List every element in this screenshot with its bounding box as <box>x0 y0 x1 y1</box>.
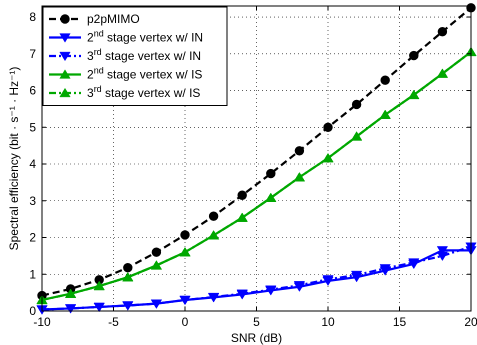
y-axis-label: Spectral efficiency (bit · s⁻¹ · Hz⁻¹) <box>7 67 21 251</box>
x-tick-label: 15 <box>393 315 407 329</box>
legend-entry: 2nd stage vertex w/ IS <box>49 66 202 82</box>
data-point <box>350 131 363 141</box>
y-tick-label: 5 <box>29 120 36 134</box>
y-tick-label: 0 <box>29 304 36 318</box>
data-point <box>150 299 163 309</box>
data-point <box>180 230 190 240</box>
y-tick-label: 2 <box>29 231 36 245</box>
series-5 <box>36 46 477 305</box>
data-point <box>380 75 390 85</box>
legend-label: p2pMIMO <box>87 12 140 26</box>
data-point <box>265 192 277 202</box>
data-point <box>436 251 449 262</box>
y-tick-label: 6 <box>29 84 36 98</box>
x-tick-label: -10 <box>33 315 51 329</box>
data-point <box>322 152 334 163</box>
data-point <box>379 109 391 119</box>
legend-entry: 3rd stage vertex w/ IS <box>49 84 200 100</box>
series-3 <box>36 242 477 315</box>
y-tick-label: 4 <box>29 157 36 171</box>
data-point <box>408 258 420 268</box>
data-point <box>207 230 220 240</box>
y-tick-label: 8 <box>29 10 36 24</box>
legend-entry: 2nd stage vertex w/ IN <box>49 29 203 45</box>
data-point <box>265 285 277 295</box>
data-point <box>93 302 105 313</box>
x-tick-label: 0 <box>182 315 189 329</box>
data-point <box>436 68 449 78</box>
data-point <box>293 172 306 182</box>
x-tick-label: 10 <box>321 315 335 329</box>
legend-label: 3rd stage vertex w/ IS <box>87 84 200 100</box>
series-line <box>41 245 472 311</box>
data-point <box>294 146 305 156</box>
data-point <box>207 292 220 303</box>
data-point <box>123 262 133 273</box>
data-point <box>379 264 391 274</box>
legend-marker <box>59 33 71 43</box>
data-point <box>322 275 334 285</box>
legend-entry: 3rd stage vertex w/ IN <box>49 47 201 63</box>
ticks: -10 -5 0 5 10 15 20 0 1 2 3 4 5 6 7 8 <box>29 6 477 329</box>
x-axis-label: SNR (dB) <box>231 331 282 345</box>
data-point <box>151 247 162 257</box>
data-point <box>237 190 247 200</box>
data-point <box>409 50 419 61</box>
y-tick-label: 7 <box>29 47 36 61</box>
legend: p2pMIMO 2nd stage vertex w/ IN 3rd stage v… <box>42 6 228 106</box>
data-point <box>350 270 363 281</box>
x-tick-label: -5 <box>108 315 119 329</box>
data-point <box>64 288 77 298</box>
legend-marker <box>59 87 71 98</box>
data-point <box>351 99 362 110</box>
data-point <box>293 281 306 291</box>
data-point <box>93 280 105 291</box>
legend-label: 2nd stage vertex w/ IN <box>87 29 203 45</box>
series-line <box>41 6 472 297</box>
data-point <box>179 247 191 257</box>
series-line <box>41 51 472 302</box>
legend-entry: p2pMIMO <box>49 12 140 26</box>
y-tick-label: 3 <box>29 194 36 208</box>
data-point <box>408 89 420 100</box>
series-line <box>41 249 471 311</box>
data-point <box>64 304 77 314</box>
y-tick-label: 1 <box>29 267 36 281</box>
data-point <box>323 122 333 132</box>
data-point <box>437 27 448 37</box>
legend-marker <box>59 51 71 62</box>
data-point <box>236 212 248 222</box>
data-point <box>436 246 449 256</box>
data-point <box>122 301 134 311</box>
data-point <box>266 168 276 179</box>
legend-label: 2nd stage vertex w/ IS <box>87 66 202 82</box>
x-tick-label: 5 <box>253 315 260 329</box>
x-tick-label: 20 <box>464 315 477 329</box>
legend-marker <box>59 69 71 79</box>
data-point <box>150 260 163 270</box>
data-point <box>179 295 191 306</box>
data-point <box>122 272 134 282</box>
data-point <box>208 211 219 221</box>
series-layer <box>36 3 477 315</box>
legend-label: 3rd stage vertex w/ IN <box>87 47 201 63</box>
legend-marker <box>60 14 70 24</box>
data-point <box>236 289 248 299</box>
legend-box <box>42 6 228 106</box>
